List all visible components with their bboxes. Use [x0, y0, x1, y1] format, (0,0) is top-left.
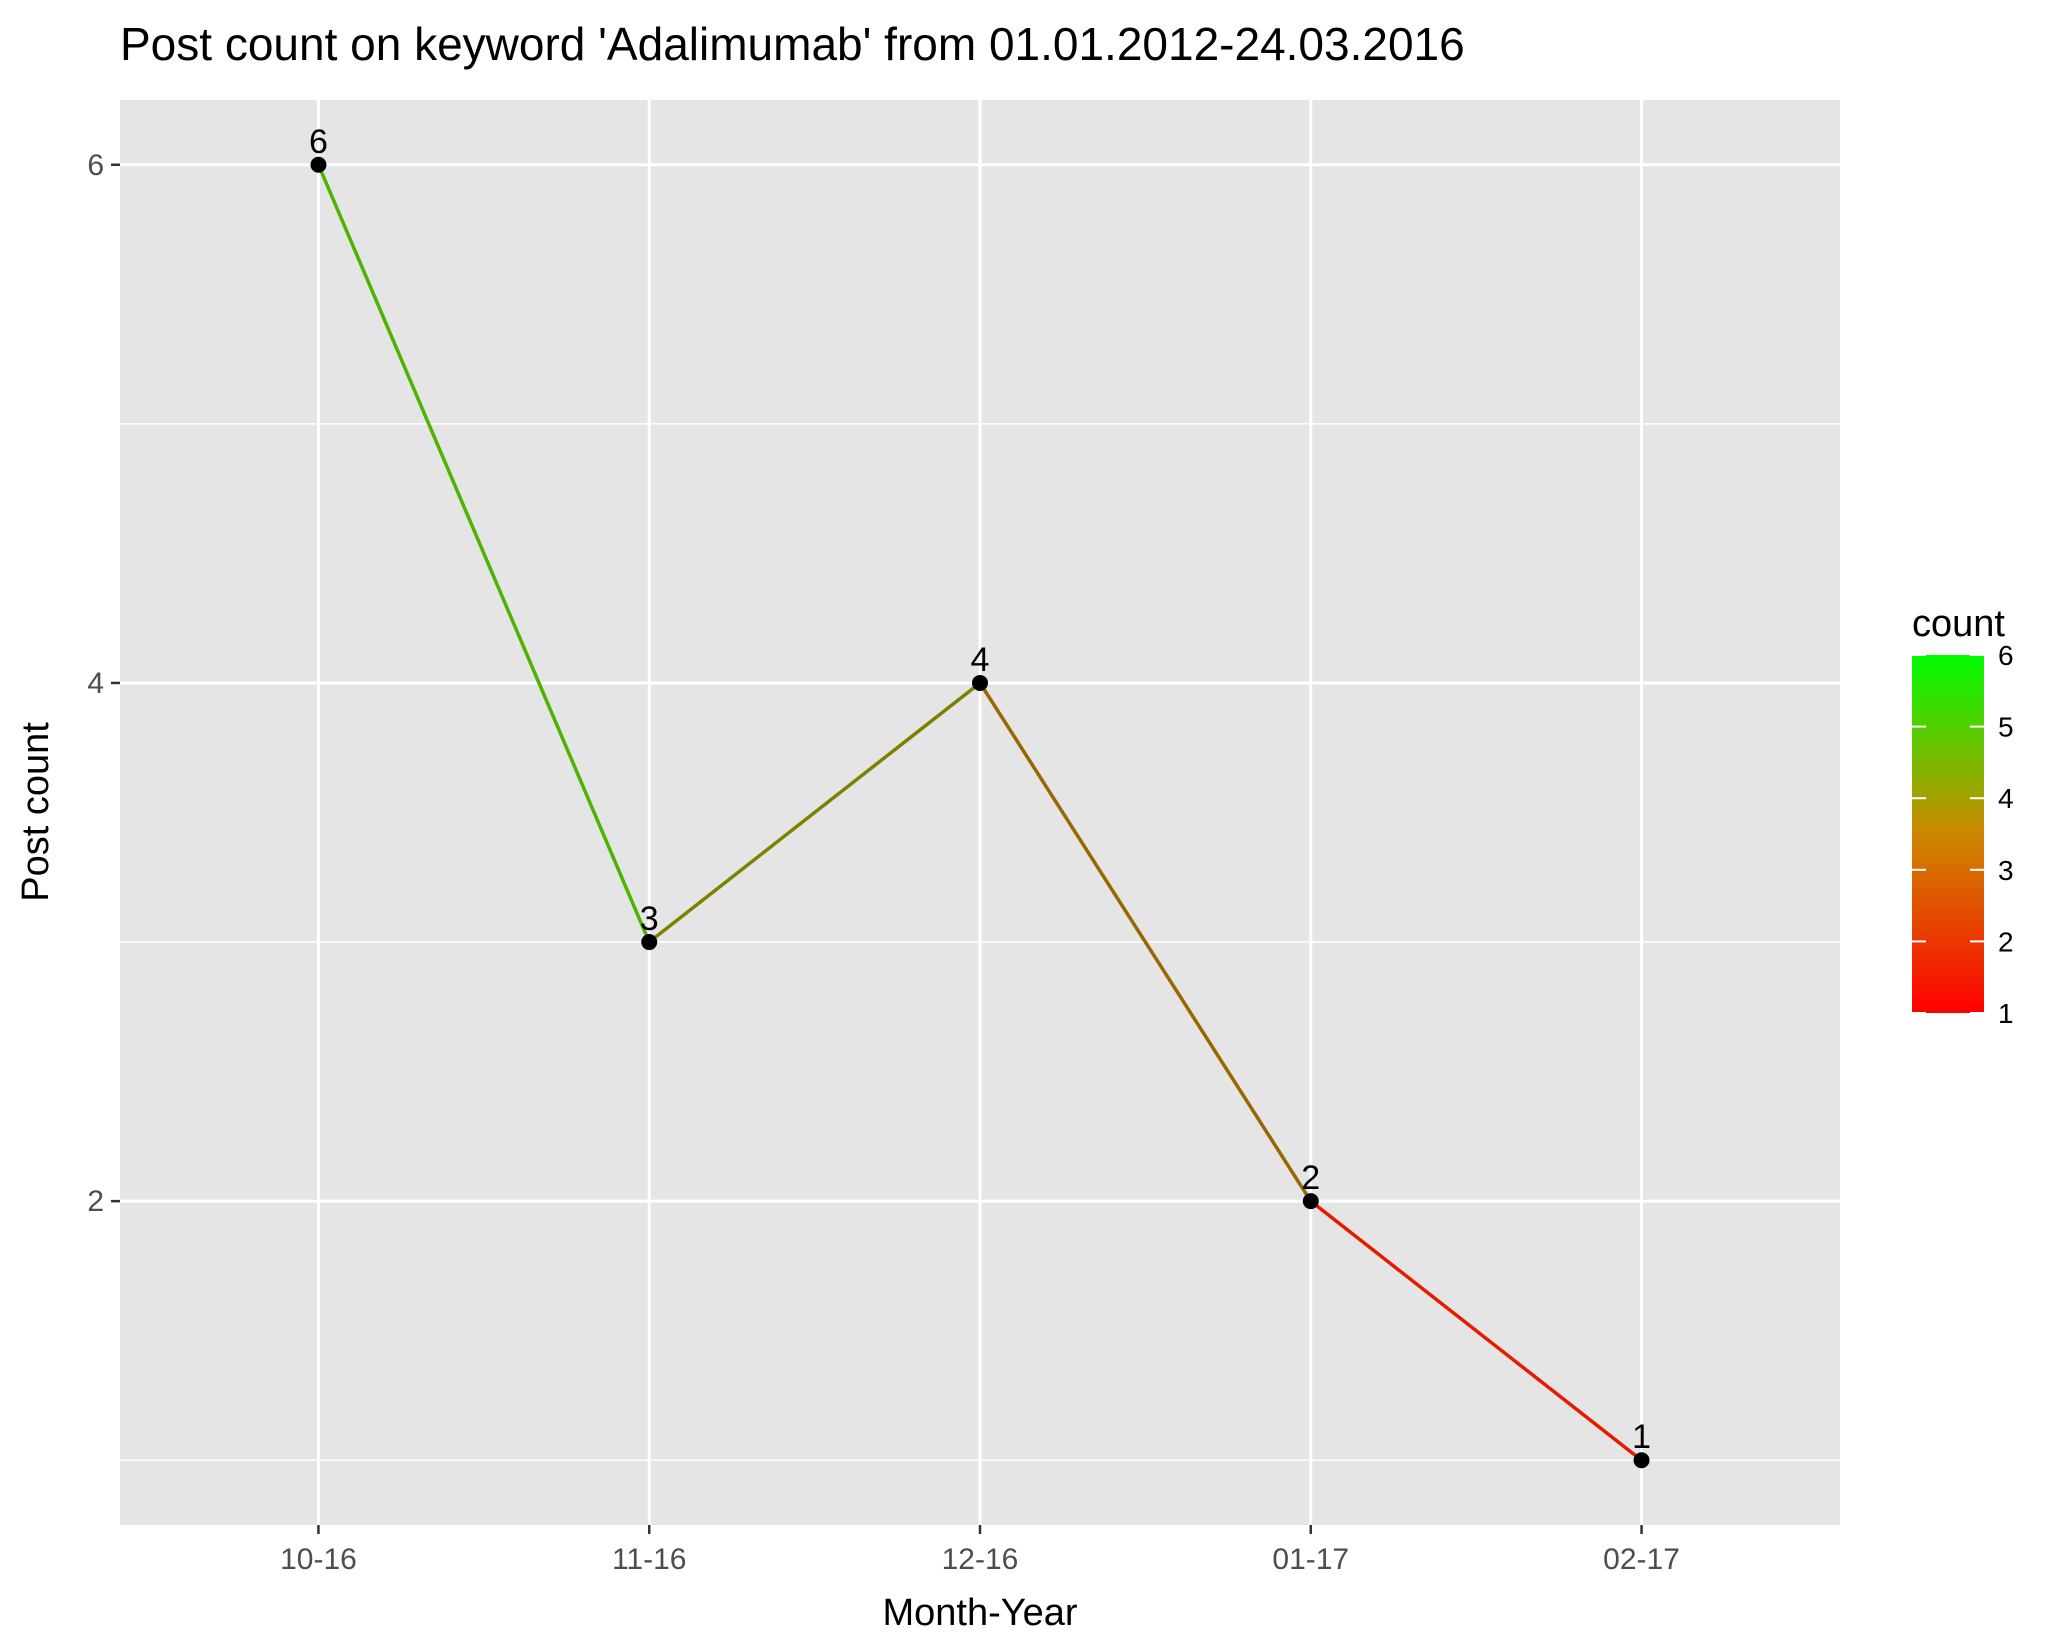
x-tick-label: 01-17	[1272, 1543, 1349, 1576]
legend-tick-label: 4	[1998, 783, 2014, 814]
chart-title: Post count on keyword 'Adalimumab' from …	[120, 18, 1465, 70]
series-lines	[316, 164, 1643, 1462]
data-point	[972, 674, 988, 691]
data-label: 1	[1632, 1418, 1651, 1456]
y-axis: 2 4 6	[87, 149, 120, 1218]
x-tick-label: 10-16	[280, 1543, 357, 1576]
y-axis-title: Post count	[15, 722, 57, 902]
x-tick-label: 02-17	[1603, 1543, 1680, 1576]
line-segment	[978, 682, 1313, 1203]
data-label: 4	[971, 641, 990, 679]
x-tick-label: 12-16	[942, 1543, 1019, 1576]
y-tick-label: 2	[87, 1185, 104, 1218]
line-segment	[648, 681, 982, 944]
line-segment	[1309, 1199, 1643, 1462]
legend-tick-label: 2	[1998, 926, 2014, 957]
legend: count 1 2 3 4 5 6	[1912, 603, 2014, 1029]
data-label: 6	[309, 123, 328, 161]
legend-colorbar	[1912, 655, 1984, 1013]
data-point	[310, 156, 327, 173]
grid-major	[120, 100, 1840, 1525]
data-point	[1633, 1452, 1650, 1469]
y-tick-label: 6	[87, 149, 104, 182]
x-tick-label: 11-16	[612, 1543, 687, 1576]
legend-title: count	[1912, 603, 2005, 645]
x-axis: 10-16 11-16 12-16 01-17 02-17	[280, 1525, 1680, 1576]
data-label: 3	[640, 900, 659, 938]
legend-tick-label: 6	[1998, 640, 2014, 671]
data-label: 2	[1301, 1159, 1320, 1197]
data-labels: 6 3 4 2 1	[309, 123, 1651, 1456]
legend-ticks: 1 2 3 4 5 6	[1912, 640, 2014, 1029]
data-point	[1302, 1193, 1319, 1210]
data-points	[310, 156, 1650, 1469]
legend-tick-label: 5	[1998, 712, 2014, 743]
line-segment	[316, 164, 651, 943]
data-point	[641, 934, 658, 951]
x-axis-title: Month-Year	[882, 1592, 1077, 1634]
legend-tick-label: 3	[1998, 855, 2014, 886]
y-tick-label: 4	[87, 667, 104, 700]
legend-tick-label: 1	[1998, 998, 2014, 1029]
